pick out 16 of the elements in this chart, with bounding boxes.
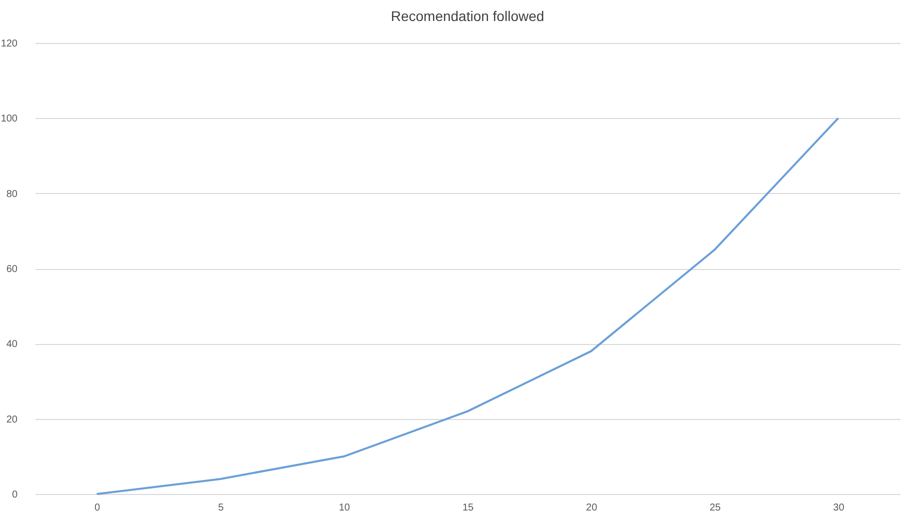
x-tick-label: 10 (338, 502, 350, 514)
y-tick-label: 60 (6, 264, 18, 275)
x-tick-label: 15 (462, 502, 474, 514)
x-tick-label: 5 (218, 502, 224, 514)
line-series (96, 117, 840, 495)
x-tick-label: 30 (833, 502, 845, 514)
y-tick-label: 80 (6, 188, 18, 200)
x-tick-label: 20 (586, 502, 598, 514)
y-tick-label: 0 (12, 490, 18, 500)
y-tick-label: 120 (0, 38, 18, 50)
y-tick-label: 100 (0, 114, 18, 125)
x-tick-label: 25 (710, 502, 722, 514)
chart-title: Recomendation followed (390, 8, 544, 24)
x-tick-label: 0 (94, 502, 101, 514)
y-tick-label: 20 (6, 414, 18, 426)
y-tick-label: 40 (6, 339, 18, 350)
